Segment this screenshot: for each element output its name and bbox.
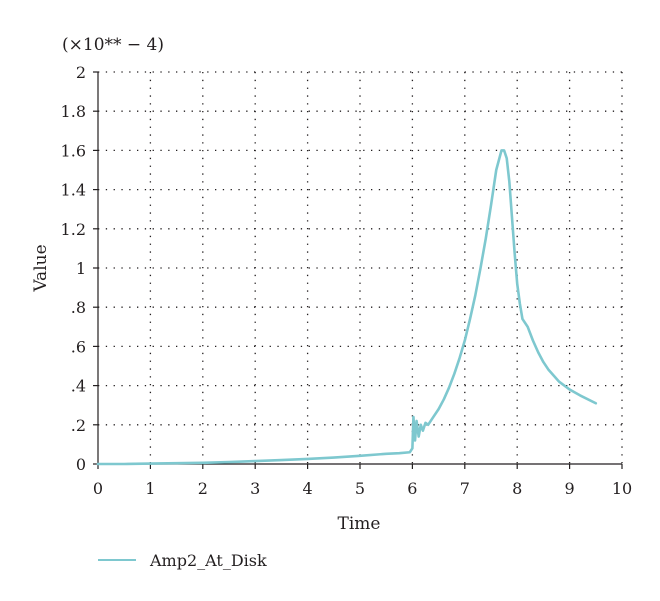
series-line-amp2-at-disk	[96, 149, 598, 466]
grid-lines	[98, 71, 623, 464]
y-tick-label: 2	[76, 63, 86, 82]
y-tick-label: 1.4	[61, 181, 86, 200]
y-axis-title: Value	[31, 244, 51, 292]
x-tick-label: 2	[198, 479, 208, 498]
y-tick-label: 0	[76, 455, 86, 474]
series-group	[96, 149, 598, 466]
y-axis-multiplier-label: (×10** − 4)	[62, 35, 164, 55]
x-tick-label: 9	[565, 479, 575, 498]
x-tick-label: 10	[612, 479, 632, 498]
x-tick-label: 1	[145, 479, 155, 498]
x-tick-label: 4	[303, 479, 313, 498]
legend: Amp2_At_Disk	[98, 548, 267, 572]
x-tick-label: 5	[355, 479, 365, 498]
x-axis-title: Time	[338, 514, 381, 534]
y-tick-label: .2	[71, 416, 86, 435]
x-tick-label: 3	[250, 479, 260, 498]
legend-label-amp2-at-disk: Amp2_At_Disk	[150, 550, 267, 570]
x-axis-ticks: 0 1 2 3 4 5 6 7 8 9 10	[93, 464, 632, 498]
y-axis-ticks: 0 .2 .4 .6 .8 1 1.2 1.4 1.6 1.8 2	[61, 63, 98, 474]
y-tick-label: .8	[71, 298, 86, 317]
y-tick-label: 1.8	[61, 102, 86, 121]
y-tick-label: .6	[71, 337, 86, 356]
x-tick-label: 7	[460, 479, 470, 498]
x-tick-label: 8	[512, 479, 522, 498]
y-tick-label: .4	[71, 377, 86, 396]
y-tick-label: 1.2	[61, 220, 86, 239]
y-tick-label: 1	[76, 259, 86, 278]
y-tick-label: 1.6	[61, 141, 86, 160]
x-tick-label: 0	[93, 479, 103, 498]
x-tick-label: 6	[407, 479, 417, 498]
legend-swatch	[98, 559, 136, 561]
